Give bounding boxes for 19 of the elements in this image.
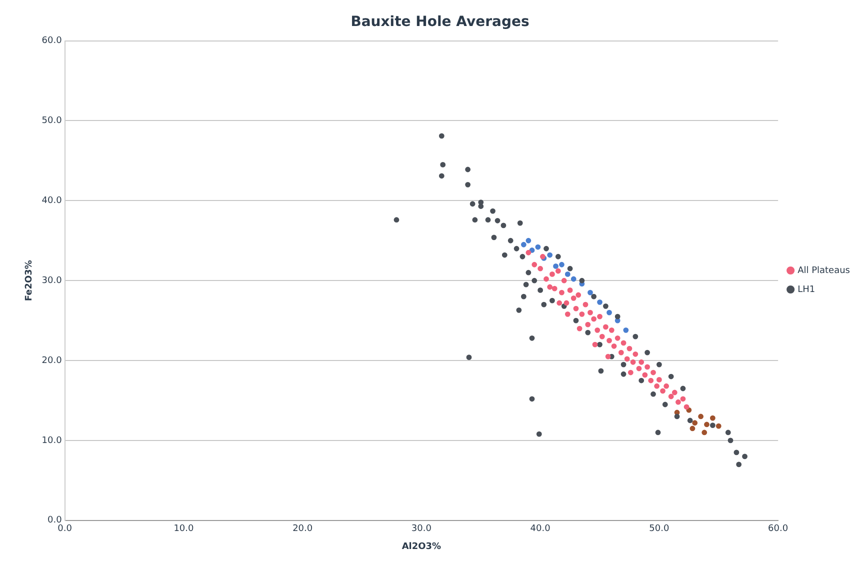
y-tick-label: 0.0 [48, 516, 62, 526]
y-tick-label: 40.0 [42, 196, 62, 206]
chart-title: Bauxite Hole Averages [350, 14, 530, 30]
x-axis-title: Al2O3% [402, 542, 442, 552]
y-tick-label: 60.0 [42, 36, 62, 46]
x-tick-label: 50.0 [649, 524, 670, 534]
x-tick-label: 60.0 [768, 524, 788, 534]
y-tick-label: 50.0 [42, 116, 62, 126]
x-tick-label: 30.0 [411, 524, 432, 534]
x-tick-label: 20.0 [292, 524, 313, 534]
x-tick-label: 40.0 [530, 524, 551, 534]
legend-label: LH1 [798, 284, 816, 295]
x-tick-label: 10.0 [174, 524, 194, 534]
y-tick-label: 20.0 [42, 356, 62, 366]
y-axis-title: Fe2O3% [24, 260, 35, 302]
x-tick-label: 0.0 [58, 524, 72, 534]
legend-label: All Plateaus [798, 266, 850, 276]
y-tick-label: 10.0 [42, 436, 62, 446]
y-tick-label: 30.0 [42, 276, 62, 286]
